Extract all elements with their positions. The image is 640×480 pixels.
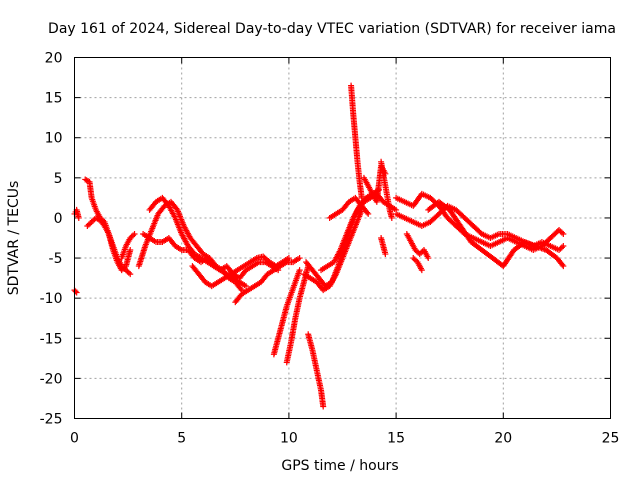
data-point bbox=[560, 243, 567, 250]
x-tick-label: 25 bbox=[602, 431, 620, 447]
data-point bbox=[127, 271, 134, 278]
data-points bbox=[71, 82, 567, 410]
data-point bbox=[560, 230, 567, 237]
series-s3 bbox=[82, 176, 134, 278]
series-s20 bbox=[378, 158, 395, 221]
data-point bbox=[358, 194, 365, 201]
chart-title: Day 161 of 2024, Sidereal Day-to-day VTE… bbox=[48, 21, 616, 37]
y-tick-label: -10 bbox=[40, 291, 63, 307]
series-s13 bbox=[305, 331, 327, 410]
y-tick-label: -20 bbox=[40, 371, 63, 387]
y-tick-label: -5 bbox=[49, 251, 63, 267]
series-s17 bbox=[326, 194, 372, 221]
data-point bbox=[425, 255, 432, 262]
series-s26 bbox=[410, 255, 425, 274]
y-tick-label: 0 bbox=[54, 211, 63, 227]
y-tick-label: 5 bbox=[54, 171, 63, 187]
series-s5 bbox=[118, 230, 138, 262]
data-point bbox=[127, 247, 134, 254]
data-point bbox=[296, 267, 303, 274]
data-point bbox=[365, 210, 372, 217]
series-s25 bbox=[403, 230, 432, 262]
x-tick-label: 5 bbox=[177, 431, 186, 447]
data-point bbox=[382, 251, 389, 258]
series-s4 bbox=[84, 214, 134, 274]
y-tick-label: 15 bbox=[45, 91, 63, 107]
data-point bbox=[237, 285, 244, 292]
x-axis-label: GPS time / hours bbox=[281, 458, 398, 474]
data-point bbox=[243, 283, 250, 290]
x-tick-label: 20 bbox=[494, 431, 512, 447]
data-point bbox=[296, 255, 303, 262]
data-point bbox=[320, 403, 327, 410]
data-point bbox=[559, 261, 566, 268]
series-s9 bbox=[189, 253, 292, 290]
data-point bbox=[75, 214, 82, 221]
series-s11 bbox=[270, 267, 303, 358]
series-s18 bbox=[348, 82, 365, 201]
x-tick-label: 10 bbox=[280, 431, 298, 447]
y-tick-label: -15 bbox=[40, 331, 63, 347]
series-s21 bbox=[378, 235, 389, 258]
data-point bbox=[388, 214, 395, 221]
grid-lines bbox=[74, 57, 611, 419]
data-point bbox=[560, 263, 567, 270]
y-tick-label: 10 bbox=[45, 131, 63, 147]
series-s24 bbox=[425, 198, 567, 270]
data-point bbox=[364, 209, 371, 216]
data-point bbox=[72, 288, 79, 295]
x-tick-label: 15 bbox=[387, 431, 405, 447]
series-s1 bbox=[71, 206, 82, 221]
x-tick-label: 0 bbox=[70, 431, 79, 447]
series-s2 bbox=[71, 287, 80, 296]
data-point bbox=[131, 230, 138, 237]
series-s15 bbox=[300, 206, 365, 294]
series-s16 bbox=[318, 186, 382, 274]
y-axis-label: SDTVAR / TECUs bbox=[6, 181, 22, 296]
y-tick-label: -25 bbox=[40, 412, 63, 428]
data-point bbox=[418, 267, 425, 274]
plot-frame bbox=[74, 57, 611, 419]
y-tick-label: 20 bbox=[45, 51, 63, 67]
series-s10 bbox=[232, 255, 303, 306]
